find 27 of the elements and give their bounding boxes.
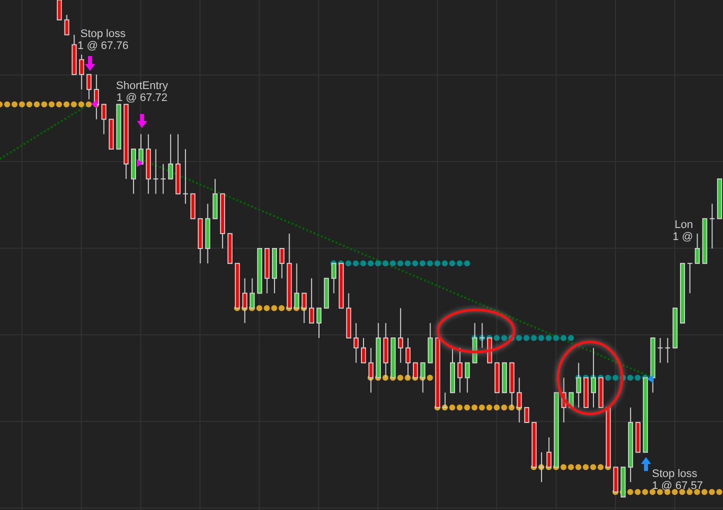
candlestick <box>79 54 84 90</box>
candlestick <box>64 14 70 36</box>
annotation: ShortEntry 1 @ 67.72 <box>116 80 168 104</box>
candlestick <box>56 0 62 20</box>
candlestick <box>398 308 404 364</box>
candlestick <box>709 203 716 249</box>
candlestick <box>524 407 530 423</box>
annotation: Lon 1 @ <box>672 219 693 243</box>
candlestick <box>101 104 106 135</box>
candlestick <box>354 322 359 364</box>
candlestick <box>664 337 671 364</box>
candlestick <box>152 148 159 194</box>
candlestick <box>86 74 92 100</box>
annotation: Stop loss 1 @ 67.76 <box>78 28 128 52</box>
candlestick <box>657 337 664 364</box>
candlestick <box>686 262 693 294</box>
candlestick <box>361 337 366 364</box>
candlestick <box>309 278 314 324</box>
annotation: Stop loss 1 @ 67.57 <box>652 468 703 492</box>
candlestick <box>182 148 188 204</box>
candlestick <box>279 248 284 279</box>
candlestick <box>168 134 174 180</box>
candlestick <box>464 362 470 394</box>
candlestick <box>694 233 700 264</box>
candlestick <box>457 347 462 394</box>
candlestick <box>160 164 166 194</box>
candlestick <box>316 308 322 338</box>
